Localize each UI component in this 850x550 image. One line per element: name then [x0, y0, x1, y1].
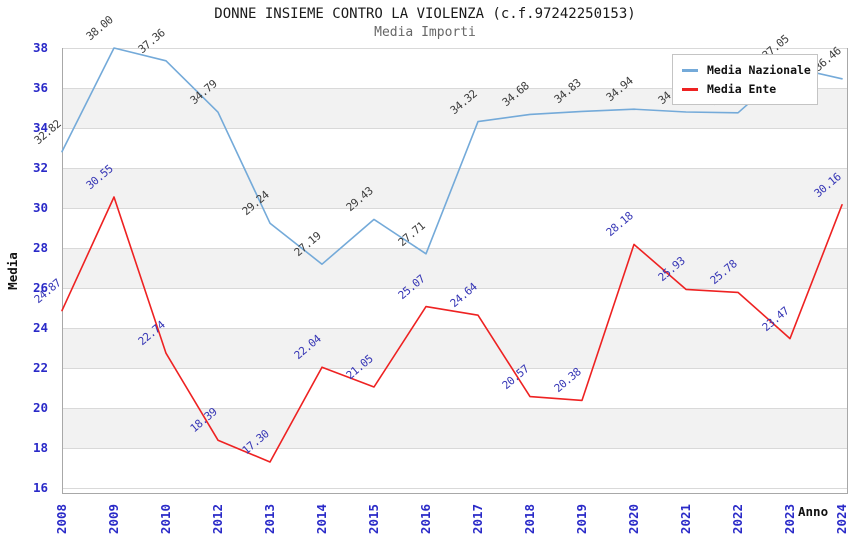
- x-tick-label: 2020: [626, 503, 641, 535]
- background-band: [62, 328, 848, 368]
- y-tick-label: 22: [32, 360, 48, 375]
- x-tick-label: 2014: [314, 503, 329, 535]
- x-tick-label: 2010: [158, 503, 173, 535]
- legend-item-media-nazionale: Media Nazionale: [682, 62, 811, 78]
- x-tick-label: 2024: [834, 503, 849, 535]
- y-tick-label: 30: [32, 200, 48, 215]
- x-tick-label: 2013: [262, 503, 277, 535]
- x-tick-label: 2018: [522, 503, 537, 535]
- y-tick-label: 16: [32, 480, 48, 495]
- series-line-media-nazionale: [61, 47, 843, 265]
- x-tick-label: 2008: [54, 503, 69, 535]
- legend-label-media-ente: Media Ente: [707, 82, 777, 96]
- y-tick-label: 32: [32, 160, 48, 175]
- background-band: [62, 408, 848, 448]
- legend: Media Nazionale Media Ente: [672, 54, 818, 105]
- y-axis-title: Media: [5, 252, 20, 290]
- background-band: [62, 168, 848, 208]
- plot-area: 32.82 38.00 37.36 34.79 29.24 27.19 29.43 27.71…: [32, 13, 848, 494]
- plot-svg: [61, 47, 848, 494]
- x-tick-label: 2016: [418, 503, 433, 535]
- y-tick-label: 26: [32, 280, 48, 295]
- x-tick-label: 2022: [730, 503, 745, 535]
- x-tick-label: 2017: [470, 503, 485, 535]
- y-tick-label: 20: [32, 400, 48, 415]
- x-tick-label: 2012: [210, 503, 225, 535]
- series-line-media-ente: [61, 196, 843, 463]
- x-tick-label: 2019: [574, 503, 589, 535]
- x-tick-label: 2009: [106, 503, 121, 535]
- y-tick-label: 28: [32, 240, 48, 255]
- y-tick-label: 24: [32, 320, 48, 335]
- y-tick-label: 34: [32, 120, 48, 135]
- legend-label-media-nazionale: Media Nazionale: [707, 63, 811, 77]
- background-band: [62, 248, 848, 288]
- x-tick-label: 2015: [366, 503, 381, 535]
- media-ente-line-swatch: [682, 87, 698, 91]
- media-nazionale-line-swatch: [682, 68, 698, 72]
- y-tick-label: 38: [32, 40, 48, 55]
- chart-subtitle: Media Importi: [374, 25, 476, 40]
- x-tick-label: 2023: [782, 503, 797, 535]
- legend-item-media-ente: Media Ente: [682, 81, 808, 97]
- x-tick-label: 2021: [678, 503, 693, 535]
- chart-title: DONNE INSIEME CONTRO LA VIOLENZA (c.f.97…: [214, 6, 636, 22]
- x-axis-title: Anno: [798, 504, 829, 519]
- y-tick-label: 36: [32, 80, 48, 95]
- y-tick-label: 18: [32, 440, 48, 455]
